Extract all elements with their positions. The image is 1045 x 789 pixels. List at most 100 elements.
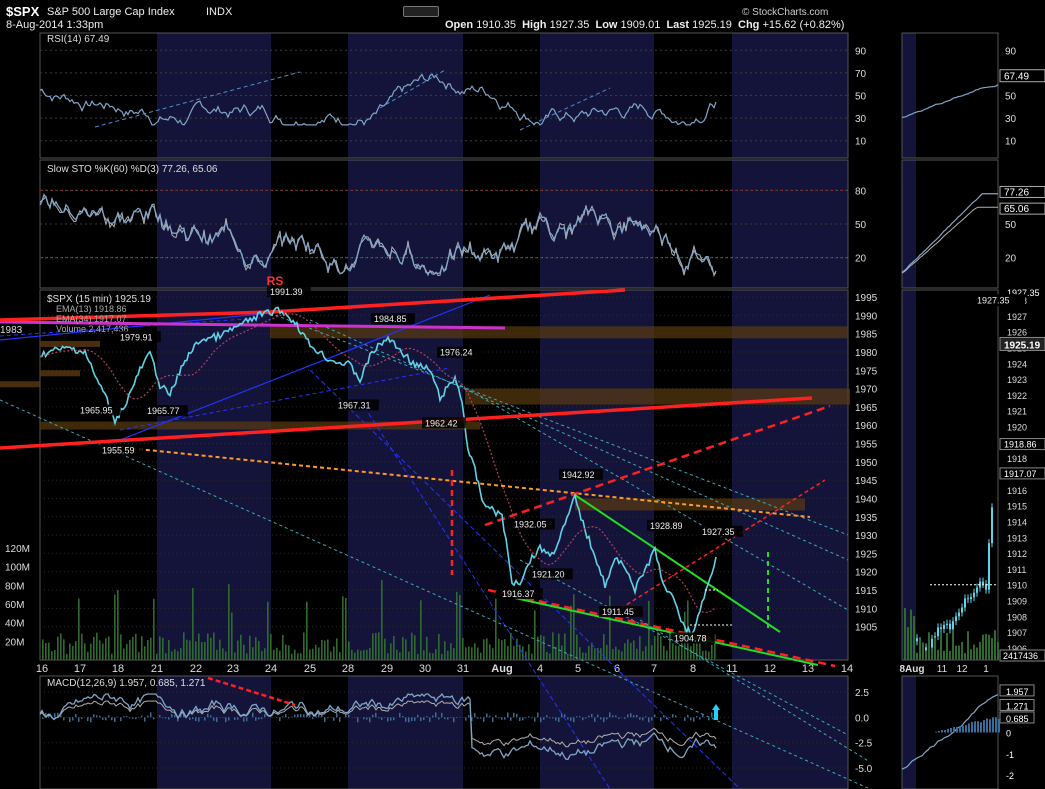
volume-bar xyxy=(450,643,452,660)
volume-bar xyxy=(288,645,290,660)
macd-histogram-bar xyxy=(111,717,113,721)
zoom-x-tick-label: 11 xyxy=(937,664,948,675)
macd-histogram-bar xyxy=(381,717,383,720)
price-point-label: 1965.95 xyxy=(80,405,113,415)
macd-histogram-bar xyxy=(303,714,305,718)
volume-bar xyxy=(96,632,98,660)
x-tick-label: 22 xyxy=(190,663,202,675)
volume-bar xyxy=(303,632,305,660)
price-point-label: 1991.39 xyxy=(270,287,303,297)
price-label-bg xyxy=(144,405,188,417)
credit: © StockCharts.com xyxy=(742,7,829,18)
macd-histogram-bar xyxy=(513,712,515,718)
macd-histogram-bar xyxy=(366,717,368,720)
macd-histogram-bar xyxy=(228,717,230,721)
y-tick-label: 1955 xyxy=(855,440,878,451)
y-tick-label: 1960 xyxy=(855,421,878,432)
zoom-volume-bar xyxy=(991,638,993,660)
blue-channel-dash xyxy=(309,369,741,789)
price-label-bg xyxy=(559,468,603,480)
volume-bar xyxy=(93,636,95,660)
volume-bar xyxy=(189,640,191,660)
macd-histogram-bar xyxy=(648,717,650,723)
zoom-macd-tick: -1 xyxy=(1006,750,1014,760)
volume-bar xyxy=(444,641,446,660)
zoom-sto-d-line xyxy=(901,206,998,274)
volume-bar xyxy=(123,648,125,660)
x-tick-label: 29 xyxy=(381,663,393,675)
volume-bar xyxy=(87,651,89,660)
volume-bar xyxy=(528,644,530,660)
macd-histogram-bar xyxy=(402,716,404,718)
zoom-volume-bar xyxy=(943,650,945,660)
sto-title: Slow STO %K(60) %D(3) 77.26, 65.06 xyxy=(47,164,218,175)
volume-bar xyxy=(474,643,476,660)
volume-bar xyxy=(366,649,368,660)
volume-bar xyxy=(279,650,281,660)
macd-histogram-bar xyxy=(414,717,416,721)
zoom-volume-box xyxy=(999,649,1045,662)
zoom-sto-box xyxy=(999,202,1045,215)
y-tick-label: 1935 xyxy=(855,513,878,524)
volume-tick-label: 20M xyxy=(5,637,24,648)
volume-bar xyxy=(420,600,422,660)
volume-bar xyxy=(210,637,212,660)
zoom-macd-hist xyxy=(971,721,973,733)
week-shade xyxy=(157,676,271,789)
zoom-candle xyxy=(916,638,918,642)
macd-histogram-bar xyxy=(126,716,128,718)
cyan-trendline xyxy=(269,312,849,536)
macd-histogram-bar xyxy=(189,717,191,720)
x-tick-label: 4 xyxy=(537,663,543,675)
collapse-button[interactable] xyxy=(403,6,439,17)
macd-histogram-bar xyxy=(234,717,236,721)
volume-bar xyxy=(141,636,143,660)
zoom-volume-bar xyxy=(928,632,930,660)
volume-bar xyxy=(600,648,602,660)
volume-bar xyxy=(426,636,428,660)
volume-bar xyxy=(159,636,161,660)
zoom-tick-label: 30 xyxy=(1005,114,1017,125)
volume-bar xyxy=(678,646,680,660)
volume-bar xyxy=(555,646,557,660)
zoom-macd-hist xyxy=(986,718,988,733)
macd-histogram-bar xyxy=(375,712,377,718)
macd-histogram-bar xyxy=(378,717,380,719)
y-tick-label: 1930 xyxy=(855,531,878,542)
volume-bar xyxy=(309,649,311,660)
price-label: 1983 xyxy=(0,325,23,336)
macd-histogram-bar xyxy=(468,715,470,718)
price-label-bg xyxy=(599,606,643,618)
volume-bar xyxy=(513,645,515,660)
y-tick-label: 1925 xyxy=(855,549,878,560)
volume-bar xyxy=(162,637,164,660)
volume-bar xyxy=(630,642,632,660)
zoom-volume-bar xyxy=(982,634,984,660)
volume-bar xyxy=(699,636,701,660)
price-point-label: 1911.45 xyxy=(602,607,634,617)
volume-bar xyxy=(384,638,386,660)
macd-histogram-bar xyxy=(153,717,155,720)
zoom-x-tick-label: 12 xyxy=(956,664,968,675)
macd-histogram-bar xyxy=(534,717,536,722)
volume-bar xyxy=(435,649,437,660)
macd-histogram-bar xyxy=(258,717,260,720)
sto-k-line xyxy=(39,193,716,275)
volume-bar xyxy=(522,646,524,660)
zoom-volume-bar xyxy=(919,640,921,660)
zoom-candle xyxy=(937,627,939,637)
zoom-volume-bar xyxy=(931,651,933,660)
volume-bar xyxy=(174,649,176,660)
macd-histogram-bar xyxy=(663,715,665,718)
volume-bar xyxy=(105,638,107,660)
zoom-tick-label: 1915 xyxy=(1007,502,1027,512)
x-tick-label: 30 xyxy=(419,663,431,675)
price-point-label: 1965.77 xyxy=(147,406,180,416)
zoom-macd-box xyxy=(999,711,1035,724)
price-point-label: 1904.78 xyxy=(674,633,707,643)
chart-date: 8-Aug-2014 1:33pm xyxy=(6,19,104,31)
macd-histogram-bar xyxy=(291,716,293,718)
macd-histogram-bar xyxy=(393,717,395,721)
macd-histogram-bar xyxy=(309,714,311,718)
